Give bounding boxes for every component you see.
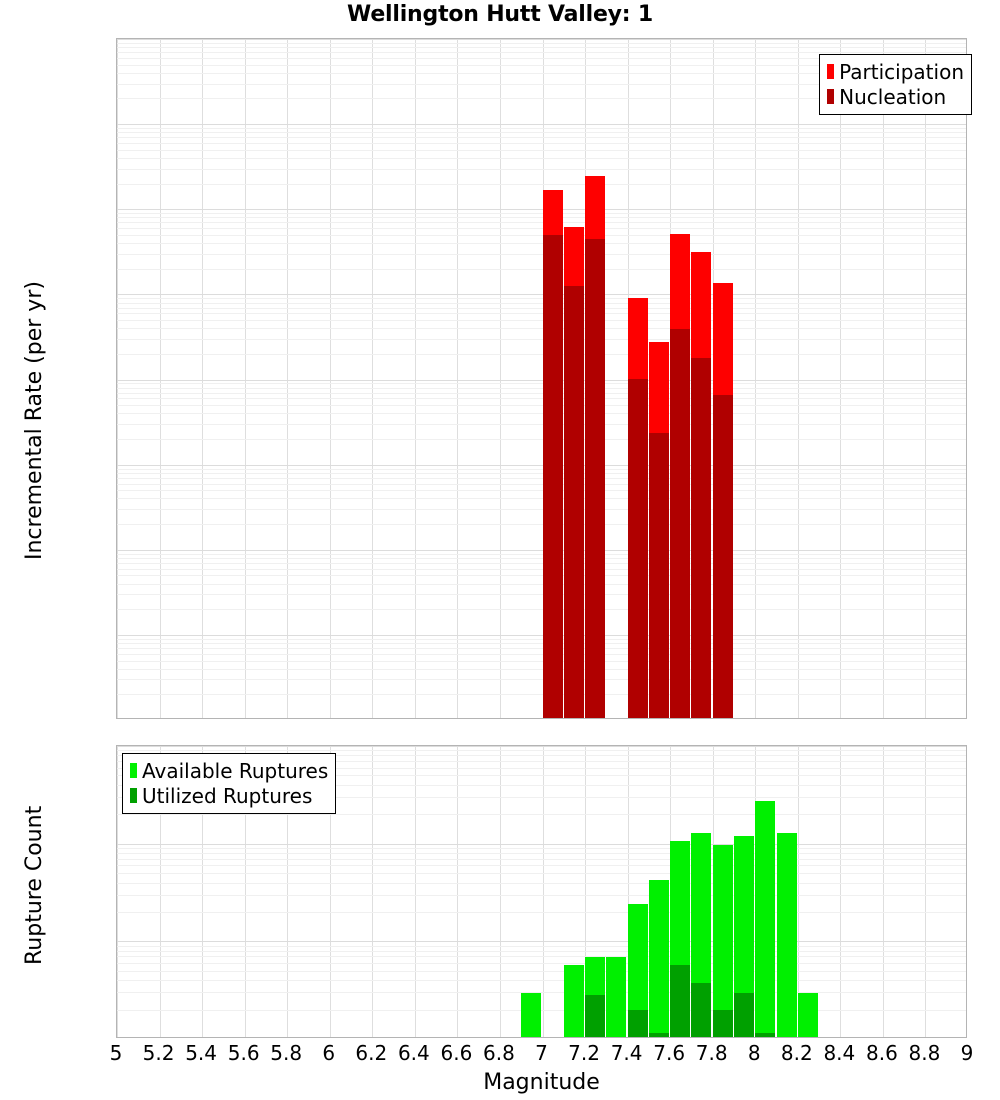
x-axis-tick-label: 7 xyxy=(535,1041,548,1065)
x-axis-tick-label: 5.2 xyxy=(142,1041,175,1065)
legend-item-available-ruptures: Available Ruptures xyxy=(130,758,328,783)
bar xyxy=(713,844,733,1037)
legend-label-participation: Participation xyxy=(839,59,964,84)
bar xyxy=(649,879,669,1037)
bar xyxy=(649,1032,669,1037)
x-axis-tick-label: 7.4 xyxy=(610,1041,643,1065)
bar xyxy=(521,993,541,1037)
x-axis-tick-label: 5.4 xyxy=(185,1041,217,1065)
bar xyxy=(670,965,690,1037)
x-axis-label: Magnitude xyxy=(483,1070,600,1095)
bar xyxy=(713,1009,733,1037)
participation-swatch-icon xyxy=(827,64,835,79)
x-axis-tick-label: 6.6 xyxy=(440,1041,473,1065)
bar xyxy=(606,956,626,1037)
top-chart-plot-area xyxy=(116,38,967,719)
bar xyxy=(628,1009,648,1037)
x-axis-tick-label: 6.4 xyxy=(397,1041,430,1065)
bar xyxy=(713,394,733,718)
nucleation-swatch-icon xyxy=(827,89,835,104)
bar xyxy=(564,285,584,718)
bar xyxy=(670,329,690,718)
legend-item-utilized-ruptures: Utilized Ruptures xyxy=(130,783,328,808)
x-axis-tick-label: 6 xyxy=(322,1041,336,1065)
x-axis-tick-label: 8.6 xyxy=(865,1041,898,1065)
x-axis-tick-label: 8 xyxy=(747,1041,761,1065)
x-axis-tick-label: 5 xyxy=(109,1041,123,1065)
bottom-chart-legend: Available Ruptures Utilized Ruptures xyxy=(122,753,337,814)
bar xyxy=(564,964,584,1037)
top-chart-legend: Participation Nucleation xyxy=(819,54,972,115)
bottom-chart-bars xyxy=(117,746,966,1037)
x-axis-tick-label: 8.4 xyxy=(823,1041,856,1065)
x-axis-tick-label: 6.2 xyxy=(355,1041,388,1065)
x-axis-tick-label: 7.6 xyxy=(653,1041,686,1065)
bar xyxy=(585,994,605,1037)
legend-label-utilized-ruptures: Utilized Ruptures xyxy=(142,783,313,808)
bar xyxy=(755,1032,775,1037)
x-axis-tick-label: 7.2 xyxy=(568,1041,600,1065)
bar xyxy=(543,235,563,718)
bar xyxy=(585,239,605,718)
bar xyxy=(691,982,711,1037)
x-axis-tick-label: 5.8 xyxy=(270,1041,303,1065)
legend-item-nucleation: Nucleation xyxy=(827,84,964,109)
x-axis-tick-label: 8.8 xyxy=(908,1041,941,1065)
bar xyxy=(691,357,711,718)
top-chart-y-axis-label: Incremental Rate (per yr) xyxy=(22,281,47,560)
legend-label-available-ruptures: Available Ruptures xyxy=(142,758,329,783)
legend-item-participation: Participation xyxy=(827,59,964,84)
bar xyxy=(628,379,648,718)
bar xyxy=(734,993,754,1037)
bar xyxy=(777,832,797,1037)
bar xyxy=(649,433,669,718)
x-axis-tick-label: 9 xyxy=(960,1041,974,1065)
x-axis-tick-label: 7.8 xyxy=(695,1041,728,1065)
x-axis-tick-label: 8.2 xyxy=(780,1041,813,1065)
bar xyxy=(755,801,775,1037)
page-title: Wellington Hutt Valley: 1 xyxy=(347,2,653,27)
x-axis-tick-label: 6.8 xyxy=(483,1041,515,1065)
bar xyxy=(628,904,648,1037)
bottom-chart-y-axis-label: Rupture Count xyxy=(22,805,47,965)
top-chart-bars xyxy=(117,39,966,718)
x-axis-tick-label: 5.6 xyxy=(227,1041,260,1065)
legend-label-nucleation: Nucleation xyxy=(839,84,947,109)
bar xyxy=(798,993,818,1037)
utilized-ruptures-swatch-icon xyxy=(130,788,137,803)
available-ruptures-swatch-icon xyxy=(130,763,137,778)
bar xyxy=(734,836,754,1037)
